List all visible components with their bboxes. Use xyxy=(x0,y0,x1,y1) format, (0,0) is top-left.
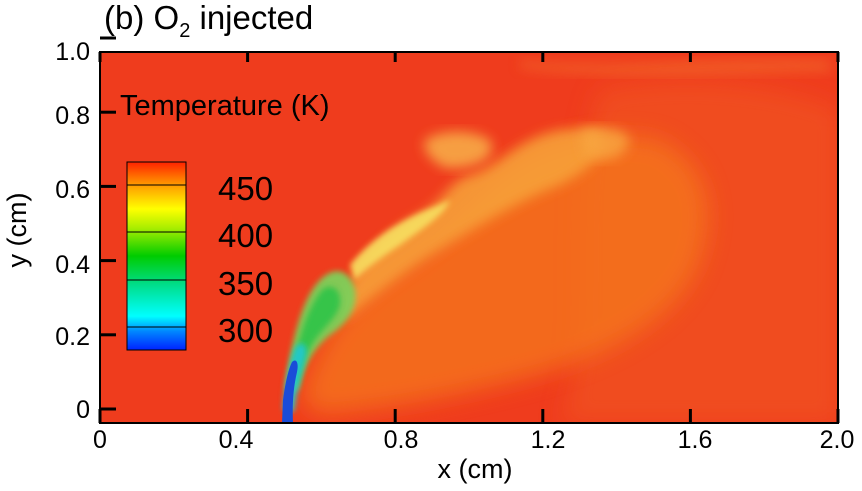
y-tick-label: 1.0 xyxy=(55,38,90,66)
plume-lobe-right xyxy=(580,127,630,160)
plume-lobe-upper xyxy=(424,131,492,169)
x-tick-label: 0.8 xyxy=(384,426,419,454)
x-tick-labels: 0 0.4 0.8 1.2 1.6 2.0 xyxy=(93,426,854,454)
y-tick-labels: 0 0.2 0.4 0.6 0.8 1.0 xyxy=(55,38,90,424)
colorbar-tick-label: 300 xyxy=(218,312,273,349)
panel-label: (b) xyxy=(104,0,144,36)
figure-title: (b) O2 injected xyxy=(104,0,313,42)
y-axis-label: y (cm) xyxy=(2,193,32,268)
x-tick-label: 1.6 xyxy=(678,426,713,454)
contour-field xyxy=(100,52,838,423)
colorbar-frame xyxy=(126,161,187,351)
colorbar-tick-label: 400 xyxy=(218,217,273,254)
axis-ticks xyxy=(98,36,840,423)
plume-orange xyxy=(300,136,708,415)
x-tick-label: 1.2 xyxy=(531,426,566,454)
x-tick-label: 2.0 xyxy=(820,426,855,454)
title-subscript: 2 xyxy=(179,20,190,42)
y-tick-label: 0.2 xyxy=(55,323,90,351)
colorbar-title: Temperature (K) xyxy=(120,90,330,122)
colorbar-tick-label: 350 xyxy=(218,265,273,302)
colorbar-legend: Temperature (K) 450 400 350 300 xyxy=(120,90,330,351)
upper-wisp xyxy=(520,58,830,76)
x-tick-label: 0 xyxy=(93,426,107,454)
y-tick-label: 0 xyxy=(76,396,90,424)
y-tick-label: 0.6 xyxy=(55,176,90,204)
colorbar-tick-label: 450 xyxy=(218,170,273,207)
title-main: O xyxy=(154,0,180,36)
y-tick-label: 0.8 xyxy=(55,102,90,130)
plot-frame xyxy=(99,51,839,424)
jet-blue-core xyxy=(282,360,298,423)
plume-yellow xyxy=(350,200,450,280)
x-tick-label: 0.4 xyxy=(219,426,254,454)
x-axis-label: x (cm) xyxy=(438,454,513,484)
plume-light-orange xyxy=(340,128,603,320)
colorbar-gradient xyxy=(127,162,186,350)
colorbar-level-lines xyxy=(127,184,186,328)
title-rest: injected xyxy=(190,0,313,36)
y-tick-label: 0.4 xyxy=(55,251,90,279)
